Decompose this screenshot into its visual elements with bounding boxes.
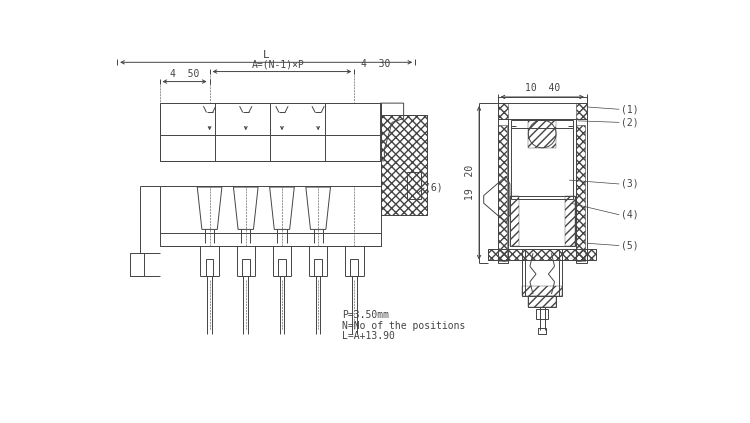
Bar bbox=[130, 253, 144, 276]
Bar bbox=[497, 103, 508, 118]
Bar bbox=[497, 125, 507, 261]
Text: 10  40: 10 40 bbox=[524, 83, 560, 93]
Bar bbox=[510, 195, 519, 246]
Bar bbox=[522, 286, 562, 296]
Bar bbox=[497, 118, 508, 263]
Bar bbox=[576, 125, 585, 261]
Bar bbox=[510, 195, 574, 246]
Text: (4): (4) bbox=[621, 210, 638, 220]
Text: A=(N-1)×P: A=(N-1)×P bbox=[252, 59, 305, 69]
Bar bbox=[242, 259, 250, 276]
Bar bbox=[278, 259, 286, 276]
Bar bbox=[314, 259, 322, 276]
Bar bbox=[538, 328, 546, 334]
Text: (3): (3) bbox=[621, 179, 638, 189]
Bar bbox=[380, 115, 427, 215]
Bar bbox=[407, 173, 422, 199]
Text: (1): (1) bbox=[621, 104, 638, 114]
Bar bbox=[566, 195, 574, 246]
Bar bbox=[206, 259, 214, 276]
Text: (6): (6) bbox=[425, 183, 442, 193]
Text: 19  20: 19 20 bbox=[465, 165, 476, 201]
Text: L: L bbox=[262, 50, 269, 60]
Bar bbox=[528, 296, 556, 307]
Bar bbox=[512, 120, 573, 199]
Text: L=A+13.90: L=A+13.90 bbox=[342, 332, 395, 341]
Bar bbox=[536, 310, 548, 319]
Text: (5): (5) bbox=[621, 241, 638, 250]
Bar bbox=[160, 186, 380, 246]
Bar bbox=[522, 250, 562, 296]
Text: N=No of the positions: N=No of the positions bbox=[342, 321, 466, 331]
Bar bbox=[350, 259, 358, 276]
Text: (2): (2) bbox=[621, 117, 638, 127]
Bar bbox=[380, 115, 427, 215]
Bar bbox=[576, 118, 587, 263]
Bar bbox=[497, 103, 587, 118]
Bar bbox=[576, 103, 587, 118]
Text: 4  50: 4 50 bbox=[170, 69, 200, 79]
Bar bbox=[160, 103, 380, 161]
Text: 4  30: 4 30 bbox=[361, 59, 390, 69]
Bar bbox=[488, 250, 596, 260]
Bar bbox=[488, 250, 596, 260]
Bar bbox=[528, 296, 556, 307]
Text: P=3.50mm: P=3.50mm bbox=[342, 310, 389, 320]
Bar bbox=[528, 120, 556, 148]
